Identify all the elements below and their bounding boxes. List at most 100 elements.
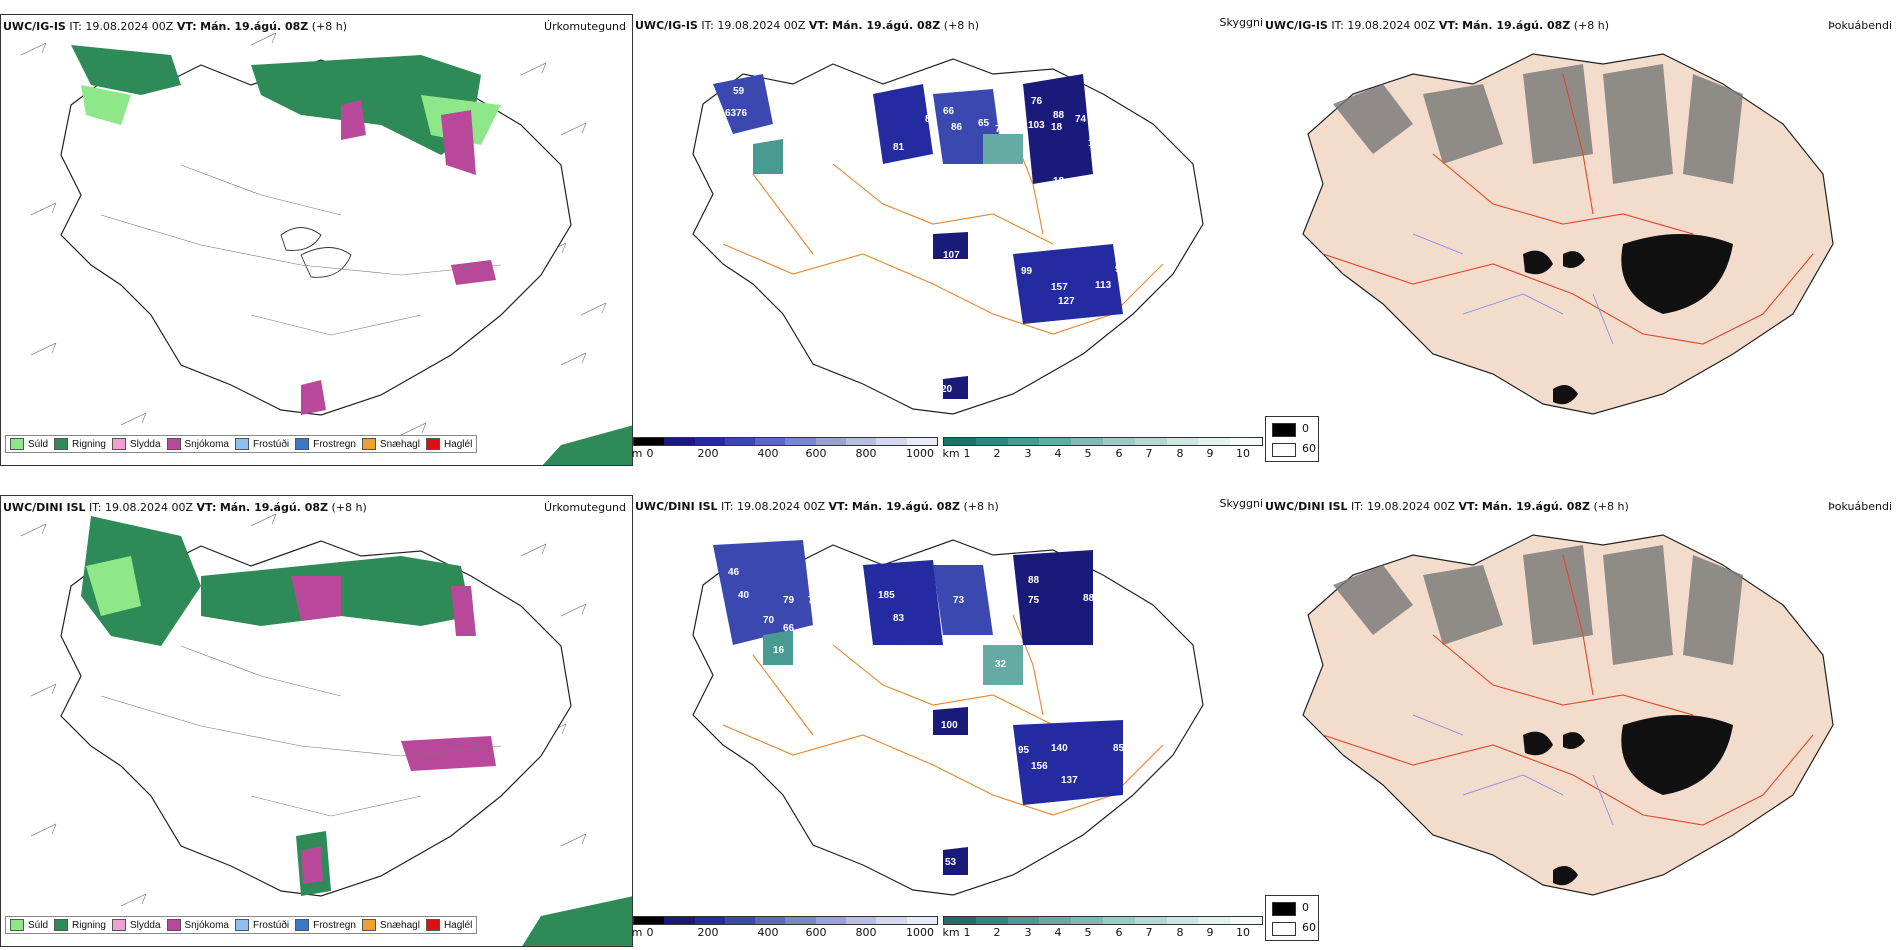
ceiling-colorbar-top [633, 437, 938, 446]
iceland-fog-map-bottom [1302, 534, 1834, 896]
ceiling-value-label: 185 [878, 590, 895, 601]
ceiling-value-label: 59 [733, 86, 745, 97]
fog-dense [1523, 234, 1733, 405]
iceland-precip-map-top [20, 32, 632, 465]
visibility-scale-ticks-bottom: km 1 2 3 4 5 6 7 8 9 10 [942, 926, 1250, 939]
panel-header: UWC/DINI ISL IT: 19.08.2024 00Z VT: Mán.… [635, 500, 999, 513]
legend-swatch-frostudi [234, 438, 249, 450]
ceiling-scale-ticks-top: m 0 200 400 600 800 1000 [631, 447, 934, 460]
legend-swatch-suld [10, 438, 24, 450]
fog-swatch-dense [1272, 902, 1296, 916]
ceiling-value-label: 83 [893, 613, 905, 624]
iceland-outline [60, 540, 572, 897]
legend-item: Frostregn [295, 438, 356, 450]
legend-item: Snæhagl [361, 438, 420, 450]
legend-item: Súld [10, 919, 48, 931]
precip-panel-bottom: UWC/DINI ISL IT: 19.08.2024 00Z VT: Mán.… [0, 495, 633, 947]
fog-scale-legend-top: 0 60 [1265, 416, 1319, 462]
ceiling-value-label: 74 [1075, 114, 1087, 125]
legend-item: Snæhagl [361, 919, 420, 931]
glacier-outline [280, 227, 352, 278]
ceiling-value-label: 92 [1115, 264, 1127, 275]
ceiling-value-label: 81 [893, 142, 905, 153]
ceiling-value-label: 127 [1058, 296, 1075, 307]
legend-swatch-slydda [111, 919, 126, 931]
rivers [1412, 714, 1614, 826]
low-ceiling-areas [713, 74, 1123, 399]
roads [722, 614, 1164, 816]
legend-item: Snjókoma [166, 919, 229, 931]
fog-shading [1333, 64, 1743, 184]
panel-header: UWC/DINI ISL IT: 19.08.2024 00Z VT: Mán.… [3, 501, 367, 514]
fog-scale-legend-bottom: 0 60 [1265, 895, 1319, 941]
legend-item: Frostúði [234, 438, 289, 450]
panel-title: Þokuábendi [1828, 19, 1892, 32]
legend-item: Rigning [54, 919, 106, 931]
legend-item: Slydda [111, 438, 161, 450]
low-ceiling-areas [713, 540, 1123, 875]
ceiling-value-label: 40 [738, 590, 750, 601]
ceiling-value-label: 14 [903, 244, 915, 255]
ceiling-value-label: 137 [1061, 775, 1078, 786]
roads [1322, 73, 1814, 345]
ceiling-value-label: 103 [1088, 138, 1105, 149]
ceiling-value-label: 21 [718, 124, 730, 135]
panel-title: Úrkomutegund [544, 20, 626, 33]
ceiling-value-label: 66 [783, 623, 795, 634]
ceiling-value-label: 57 [1103, 174, 1115, 185]
ceiling-value-label: 70 [808, 595, 820, 606]
legend-swatch-haglel [425, 438, 440, 450]
visibility-colorbar-top [943, 437, 1263, 446]
legend-swatch-rigning [54, 919, 69, 931]
ceiling-value-label: 70 [763, 615, 775, 626]
legend-swatch-snjokoma [166, 919, 181, 931]
ceiling-value-label: 76 [1031, 96, 1043, 107]
ceiling-value-label: 157 [1051, 282, 1068, 293]
ceiling-value-label: 110 [895, 717, 912, 728]
scale-unit: km [942, 447, 960, 460]
ceiling-value-label: 63 [725, 108, 737, 119]
iceland-precip-map-bottom [20, 513, 632, 946]
scale-unit: km [942, 926, 960, 939]
panel-header: UWC/IG-IS IT: 19.08.2024 00Z VT: Mán. 19… [1265, 19, 1610, 32]
fog-dense [1523, 715, 1733, 886]
rivers [1412, 233, 1614, 345]
ceiling-value-label: 75 [1028, 595, 1040, 606]
panel-header: UWC/IG-IS IT: 19.08.2024 00Z VT: Mán. 19… [635, 19, 980, 32]
legend-swatch-frostudi [234, 919, 249, 931]
roads [722, 133, 1164, 335]
panel-header: UWC/DINI ISL IT: 19.08.2024 00Z VT: Mán.… [1265, 500, 1629, 513]
legend-item: Haglél [425, 919, 472, 931]
ceiling-value-label: 73 [953, 595, 965, 606]
legend-swatch-frostregn [295, 919, 310, 931]
legend-item: Slydda [111, 919, 161, 931]
ceiling-value-label: 95 [1013, 124, 1025, 135]
ceiling-value-label: 32 [995, 659, 1007, 670]
panel-header: UWC/IG-IS IT: 19.08.2024 00Z VT: Mán. 19… [3, 20, 348, 33]
ceiling-value-label: 19 [773, 184, 785, 195]
ceiling-value-label: 156 [1031, 761, 1048, 772]
ceiling-value-label: 88 [1053, 110, 1065, 121]
legend-item: Snjókoma [166, 438, 229, 450]
ceiling-value-label: 65 [978, 118, 990, 129]
scale-unit: m [631, 447, 643, 460]
ceiling-value-label: 86 [951, 122, 963, 133]
legend-swatch-snjokoma [166, 438, 181, 450]
ceiling-value-label: 18 [1053, 176, 1065, 187]
fog-shading [1333, 545, 1743, 665]
ceiling-value-label: 79 [783, 595, 795, 606]
precip-areas [81, 516, 632, 946]
iceland-fog-map-top [1302, 53, 1834, 415]
legend-swatch-slydda [111, 438, 126, 450]
legend-swatch-frostregn [295, 438, 310, 450]
roads [1322, 554, 1814, 826]
ceiling-value-label: 71 [1103, 114, 1115, 125]
ceiling-value-label: 15 [1098, 625, 1110, 636]
legend-item: Haglél [425, 438, 472, 450]
ceiling-value-label: 82 [925, 114, 937, 125]
roads [100, 645, 502, 817]
ceiling-value-label: 16 [763, 214, 775, 225]
panel-title: Úrkomutegund [544, 501, 626, 514]
legend-swatch-suld [10, 919, 24, 931]
ceiling-value-label: 100 [941, 720, 958, 731]
